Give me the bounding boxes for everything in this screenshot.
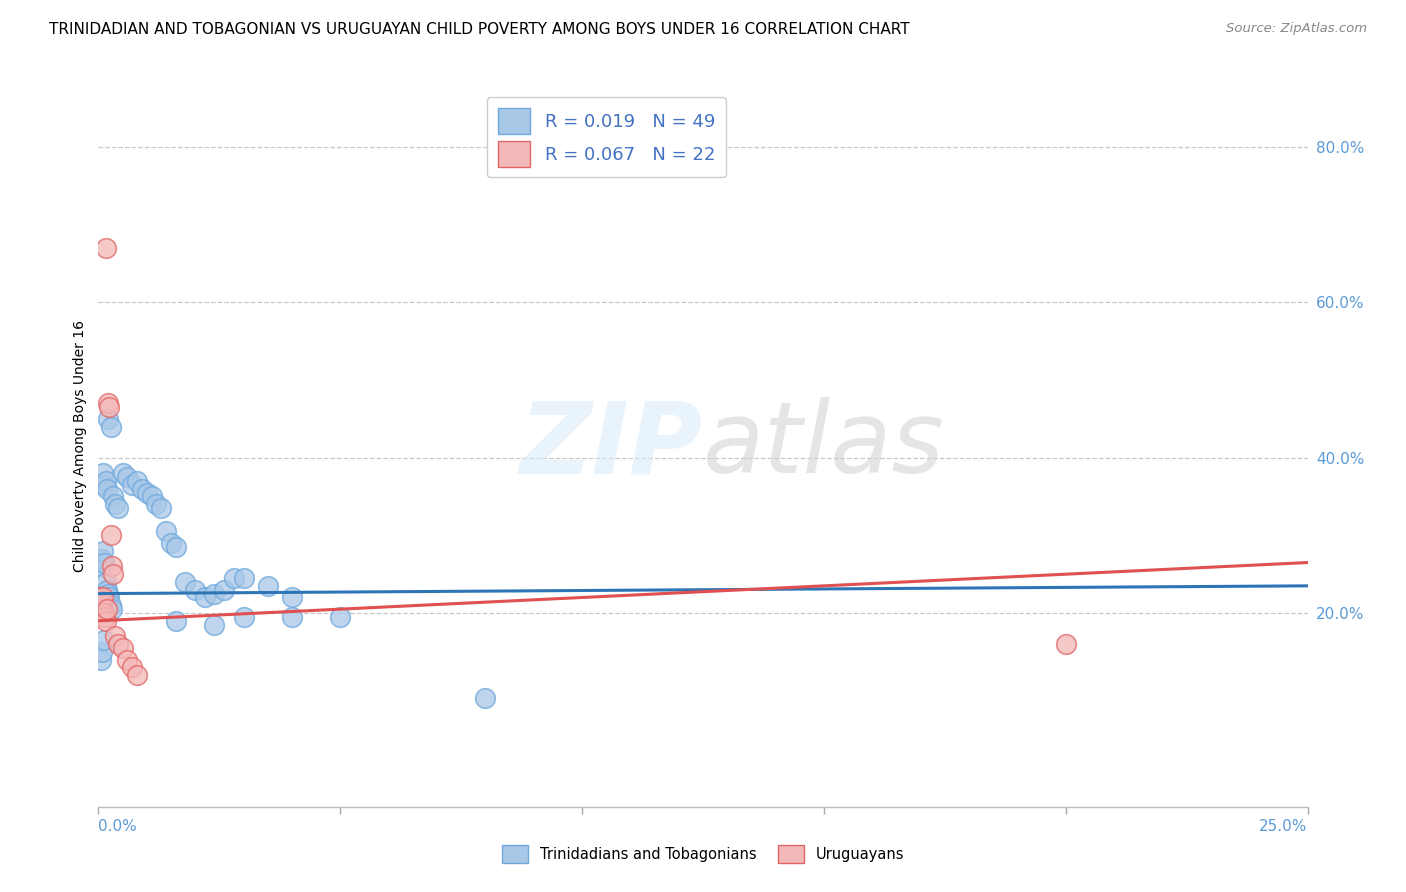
Text: Source: ZipAtlas.com: Source: ZipAtlas.com <box>1226 22 1367 36</box>
Point <box>96 602 118 616</box>
Point <box>281 591 304 605</box>
Point <box>104 497 127 511</box>
Point <box>91 645 114 659</box>
Point <box>111 640 134 655</box>
Point <box>97 396 120 410</box>
Point <box>111 466 134 480</box>
Point <box>94 610 117 624</box>
Point <box>474 691 496 706</box>
Point <box>94 574 117 589</box>
Y-axis label: Child Poverty Among Boys Under 16: Child Poverty Among Boys Under 16 <box>73 320 87 572</box>
Point <box>97 412 120 426</box>
Point <box>232 610 254 624</box>
Point <box>135 485 157 500</box>
Point <box>93 633 115 648</box>
Point <box>94 241 117 255</box>
Point <box>165 614 187 628</box>
Point <box>101 602 124 616</box>
Point <box>232 571 254 585</box>
Text: ZIP: ZIP <box>520 398 703 494</box>
Point <box>91 551 114 566</box>
Text: atlas: atlas <box>703 398 945 494</box>
Point <box>174 574 197 589</box>
Point <box>96 482 118 496</box>
Point <box>155 524 177 539</box>
Point <box>194 591 217 605</box>
Point <box>90 599 112 613</box>
Point <box>150 501 173 516</box>
Point <box>329 610 352 624</box>
Point <box>93 556 115 570</box>
Point <box>91 594 114 608</box>
Point <box>121 660 143 674</box>
Point <box>91 591 114 605</box>
Point <box>165 540 187 554</box>
Point <box>127 668 149 682</box>
Point <box>131 482 153 496</box>
Point <box>101 567 124 582</box>
Point <box>104 629 127 643</box>
Point <box>98 591 121 605</box>
Point <box>91 544 114 558</box>
Legend: R = 0.019   N = 49, R = 0.067   N = 22: R = 0.019 N = 49, R = 0.067 N = 22 <box>486 97 725 178</box>
Point <box>96 582 118 597</box>
Point <box>100 419 122 434</box>
Text: TRINIDADIAN AND TOBAGONIAN VS URUGUAYAN CHILD POVERTY AMONG BOYS UNDER 16 CORREL: TRINIDADIAN AND TOBAGONIAN VS URUGUAYAN … <box>49 22 910 37</box>
Point <box>97 586 120 600</box>
Point <box>91 466 114 480</box>
Point <box>90 602 112 616</box>
Point <box>100 528 122 542</box>
Point <box>117 653 139 667</box>
Point <box>107 637 129 651</box>
Point <box>107 501 129 516</box>
Point <box>160 536 183 550</box>
Point <box>145 497 167 511</box>
Point <box>204 586 226 600</box>
Point <box>101 490 124 504</box>
Point <box>121 478 143 492</box>
Point <box>96 614 118 628</box>
Point <box>212 582 235 597</box>
Point <box>101 559 124 574</box>
Point <box>281 610 304 624</box>
Point <box>117 470 139 484</box>
Point <box>141 490 163 504</box>
Point <box>127 474 149 488</box>
Point <box>93 478 115 492</box>
Point <box>100 599 122 613</box>
Point <box>1054 637 1077 651</box>
Point <box>222 571 245 585</box>
Point <box>204 617 226 632</box>
Point <box>90 559 112 574</box>
Point <box>89 591 111 605</box>
Text: 0.0%: 0.0% <box>98 819 138 834</box>
Legend: Trinidadians and Tobagonians, Uruguayans: Trinidadians and Tobagonians, Uruguayans <box>496 839 910 869</box>
Point <box>90 653 112 667</box>
Point <box>184 582 207 597</box>
Point <box>98 400 121 414</box>
Point <box>93 606 115 620</box>
Text: 25.0%: 25.0% <box>1260 819 1308 834</box>
Point <box>256 579 278 593</box>
Point <box>94 474 117 488</box>
